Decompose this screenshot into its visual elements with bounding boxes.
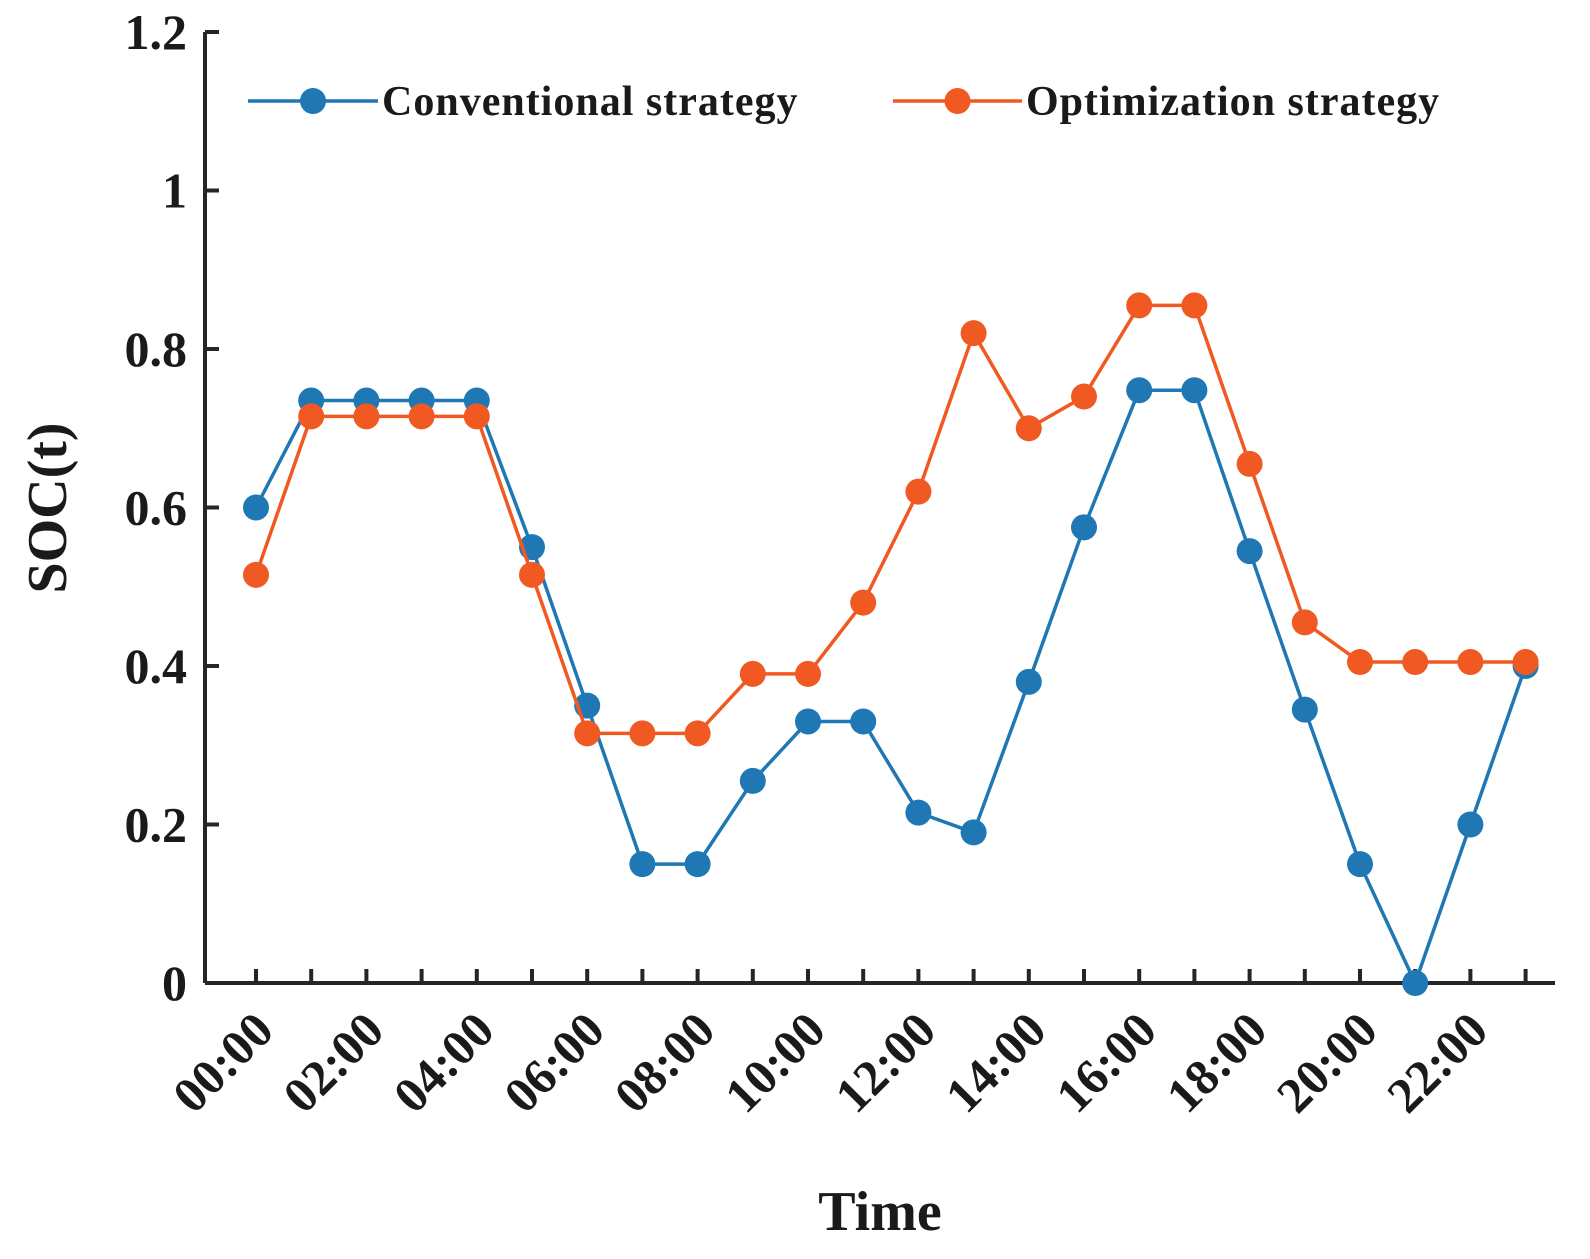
data-point xyxy=(739,660,766,687)
series-line xyxy=(254,388,1528,985)
legend-label: Optimization strategy xyxy=(1026,79,1440,125)
data-point xyxy=(1402,970,1429,996)
y-tick-label: 1.2 xyxy=(125,4,188,60)
data-point xyxy=(1457,649,1484,676)
y-tick-label: 1 xyxy=(162,163,187,219)
y-axis-title: SOC(t) xyxy=(17,422,79,593)
data-point xyxy=(1291,696,1318,723)
data-point xyxy=(519,561,545,588)
x-tick-label: 18:00 xyxy=(1155,1001,1277,1123)
data-point xyxy=(1015,668,1042,695)
x-tick-label: 06:00 xyxy=(493,1001,615,1123)
data-point xyxy=(684,720,711,747)
x-axis-title: Time xyxy=(818,1181,941,1243)
y-tick-label: 0.4 xyxy=(125,638,188,694)
data-point xyxy=(850,708,877,735)
data-point xyxy=(1402,649,1429,676)
x-tick-label: 04:00 xyxy=(382,1001,504,1123)
series-optimization xyxy=(243,292,1539,747)
y-tick-label: 0.6 xyxy=(125,480,188,536)
x-tick-label: 10:00 xyxy=(714,1001,836,1123)
data-point xyxy=(243,561,269,588)
y-tick-label: 0 xyxy=(162,955,187,1011)
data-point xyxy=(408,403,435,430)
legend-item-optimization: Optimization strategy xyxy=(893,79,1440,125)
data-point xyxy=(1015,415,1042,442)
data-point xyxy=(684,851,711,878)
series-conventional xyxy=(243,377,1539,996)
data-point xyxy=(850,589,877,616)
data-point xyxy=(795,660,821,687)
x-tick-label: 22:00 xyxy=(1376,1001,1498,1123)
legend: Conventional strategy Optimization strate… xyxy=(248,79,1440,125)
data-point xyxy=(905,799,932,826)
data-point xyxy=(739,767,766,794)
data-point xyxy=(629,851,656,878)
data-point xyxy=(905,478,932,505)
x-tick-label: 00:00 xyxy=(162,1001,284,1123)
data-point xyxy=(1071,383,1097,410)
data-point xyxy=(1236,538,1263,565)
data-point xyxy=(298,403,325,430)
data-point xyxy=(1126,377,1153,404)
data-point xyxy=(243,494,269,521)
x-tick-label: 02:00 xyxy=(272,1001,394,1123)
x-tick-label: 20:00 xyxy=(1266,1001,1388,1123)
data-point xyxy=(1291,609,1318,636)
data-point xyxy=(574,720,601,747)
legend-item-conventional: Conventional strategy xyxy=(248,79,798,125)
legend-marker xyxy=(944,88,971,114)
series-line xyxy=(254,303,1526,736)
y-tick-label: 0.2 xyxy=(125,797,188,853)
legend-label: Conventional strategy xyxy=(382,79,798,125)
data-point xyxy=(629,720,656,747)
data-point xyxy=(353,403,380,430)
data-point xyxy=(1457,811,1484,838)
data-point xyxy=(463,403,490,430)
data-point xyxy=(1512,649,1539,676)
data-point xyxy=(795,708,821,735)
data-point xyxy=(1181,377,1208,404)
data-point xyxy=(960,320,987,347)
x-tick-label: 16:00 xyxy=(1045,1001,1167,1123)
data-point xyxy=(1236,450,1263,477)
data-point xyxy=(1181,292,1208,319)
x-tick-label: 08:00 xyxy=(603,1001,725,1123)
data-point xyxy=(1347,851,1373,878)
x-tick-label: 12:00 xyxy=(824,1001,946,1123)
data-point xyxy=(1347,649,1373,676)
legend-marker xyxy=(300,88,326,114)
series-layer xyxy=(243,292,1539,996)
data-point xyxy=(1126,292,1153,319)
data-point xyxy=(960,819,987,846)
data-point xyxy=(1071,514,1097,541)
y-tick-label: 0.8 xyxy=(125,321,188,377)
x-tick-label: 14:00 xyxy=(934,1001,1056,1123)
axes: 0 0.2 0.4 0.6 0.8 1 1.2 00:0002:0004:0006:0008:… xyxy=(125,4,1555,1123)
